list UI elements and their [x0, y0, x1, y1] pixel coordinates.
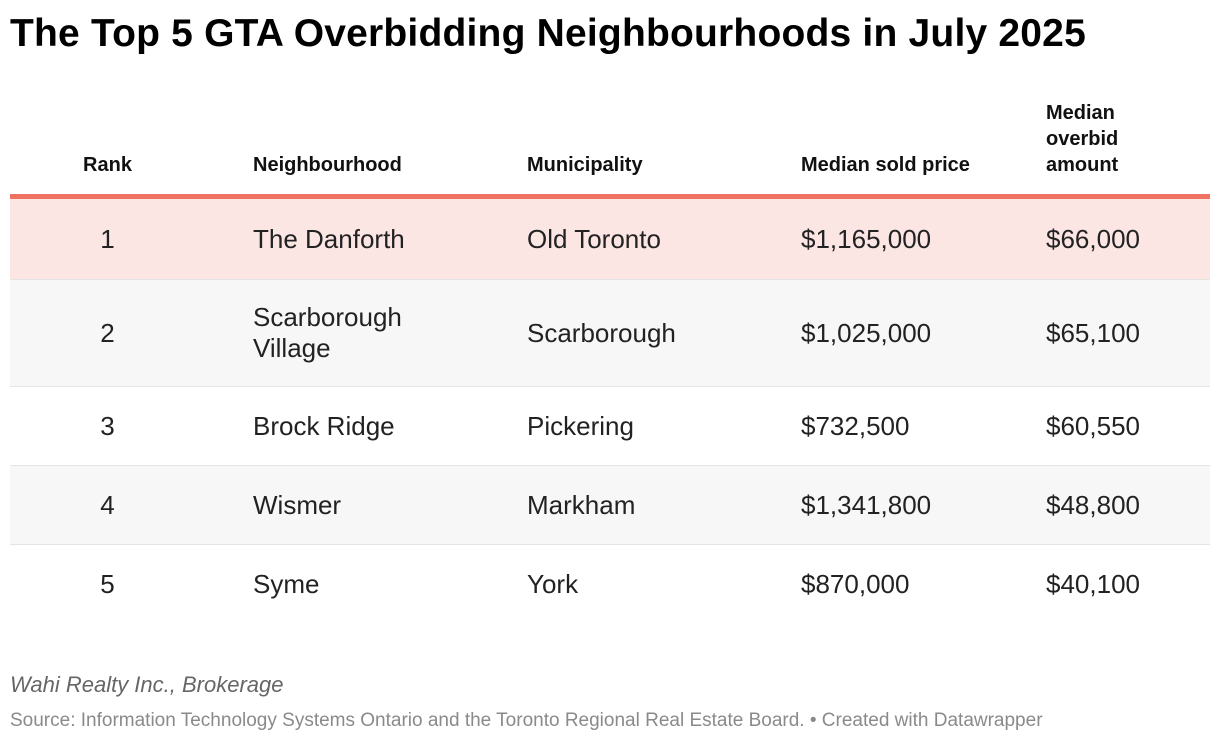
- table-cell: Scarborough: [479, 279, 753, 387]
- table-cell: Wismer: [205, 465, 479, 545]
- source-line: Source: Information Technology Systems O…: [10, 710, 1043, 732]
- column-header: Median sold price: [753, 100, 998, 199]
- table-cell: $60,550: [998, 386, 1210, 466]
- column-header-text: Median overbid amount: [1046, 102, 1119, 176]
- table-head: Rank Neighbourhood Municipality Median sold…: [10, 100, 1210, 199]
- table-row: 5 Syme York $870,000 $40,100: [10, 544, 1210, 623]
- column-header: Municipality: [479, 100, 753, 199]
- column-header-text: Rank: [83, 154, 132, 176]
- note: Wahi Realty Inc., Brokerage: [10, 672, 284, 697]
- table-cell: $1,165,000: [753, 196, 998, 280]
- table-body: 1 The Danforth Old Toronto $1,165,000 $66,00…: [10, 196, 1210, 623]
- table-cell: Old Toronto: [479, 196, 753, 280]
- table-row: 4 Wismer Markham $1,341,800 $48,800: [10, 465, 1210, 545]
- column-header: Rank: [10, 100, 205, 199]
- table-cell: Syme: [205, 544, 479, 623]
- table-cell: York: [479, 544, 753, 623]
- table-row: 2 Scarborough Village Scarborough $1,025,00…: [10, 279, 1210, 387]
- column-header-text: Median sold price: [801, 154, 970, 176]
- table-row: 3 Brock Ridge Pickering $732,500 $60,550: [10, 386, 1210, 466]
- table-cell: $1,025,000: [753, 279, 998, 387]
- table-cell: $40,100: [998, 544, 1210, 623]
- table-cell: Brock Ridge: [205, 386, 479, 466]
- table-cell: $66,000: [998, 196, 1210, 280]
- table-cell: 4: [10, 465, 205, 545]
- table-cell: Scarborough Village: [205, 279, 479, 387]
- column-header-text: Neighbourhood: [253, 154, 402, 176]
- source: Source: Information Technology Systems O…: [10, 710, 805, 731]
- table-cell: $732,500: [753, 386, 998, 466]
- credit: • Created with Datawrapper: [809, 710, 1043, 731]
- column-header: Median overbid amount: [998, 100, 1210, 199]
- data-table: Rank Neighbourhood Municipality Median sold…: [10, 100, 1210, 623]
- header-row: Rank Neighbourhood Municipality Median sold…: [10, 100, 1210, 199]
- table-cell: Pickering: [479, 386, 753, 466]
- table-cell: The Danforth: [205, 196, 479, 280]
- table-cell: $870,000: [753, 544, 998, 623]
- column-header-text: Municipality: [527, 154, 643, 176]
- table-cell: 5: [10, 544, 205, 623]
- table-cell: 2: [10, 279, 205, 387]
- table-cell: Markham: [479, 465, 753, 545]
- table-row: 1 The Danforth Old Toronto $1,165,000 $66,00…: [10, 196, 1210, 280]
- table-cell: $48,800: [998, 465, 1210, 545]
- table-cell: 1: [10, 196, 205, 280]
- table-cell: $65,100: [998, 279, 1210, 387]
- title: The Top 5 GTA Overbidding Neighbourhoods…: [10, 12, 1086, 55]
- column-header: Neighbourhood: [205, 100, 479, 199]
- table-cell: $1,341,800: [753, 465, 998, 545]
- table-cell: 3: [10, 386, 205, 466]
